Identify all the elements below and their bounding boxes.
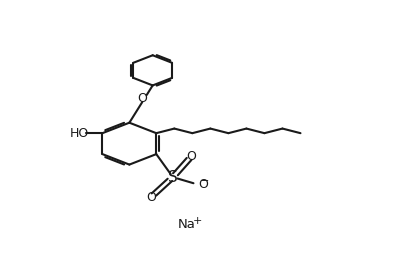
- Text: O: O: [146, 191, 156, 203]
- Text: O: O: [198, 178, 209, 191]
- Text: HO: HO: [69, 127, 89, 140]
- Text: −: −: [200, 176, 210, 186]
- Text: +: +: [192, 215, 202, 225]
- Text: Na: Na: [178, 218, 196, 231]
- Text: O: O: [137, 92, 147, 105]
- Text: S: S: [168, 170, 178, 185]
- Text: O: O: [186, 150, 196, 163]
